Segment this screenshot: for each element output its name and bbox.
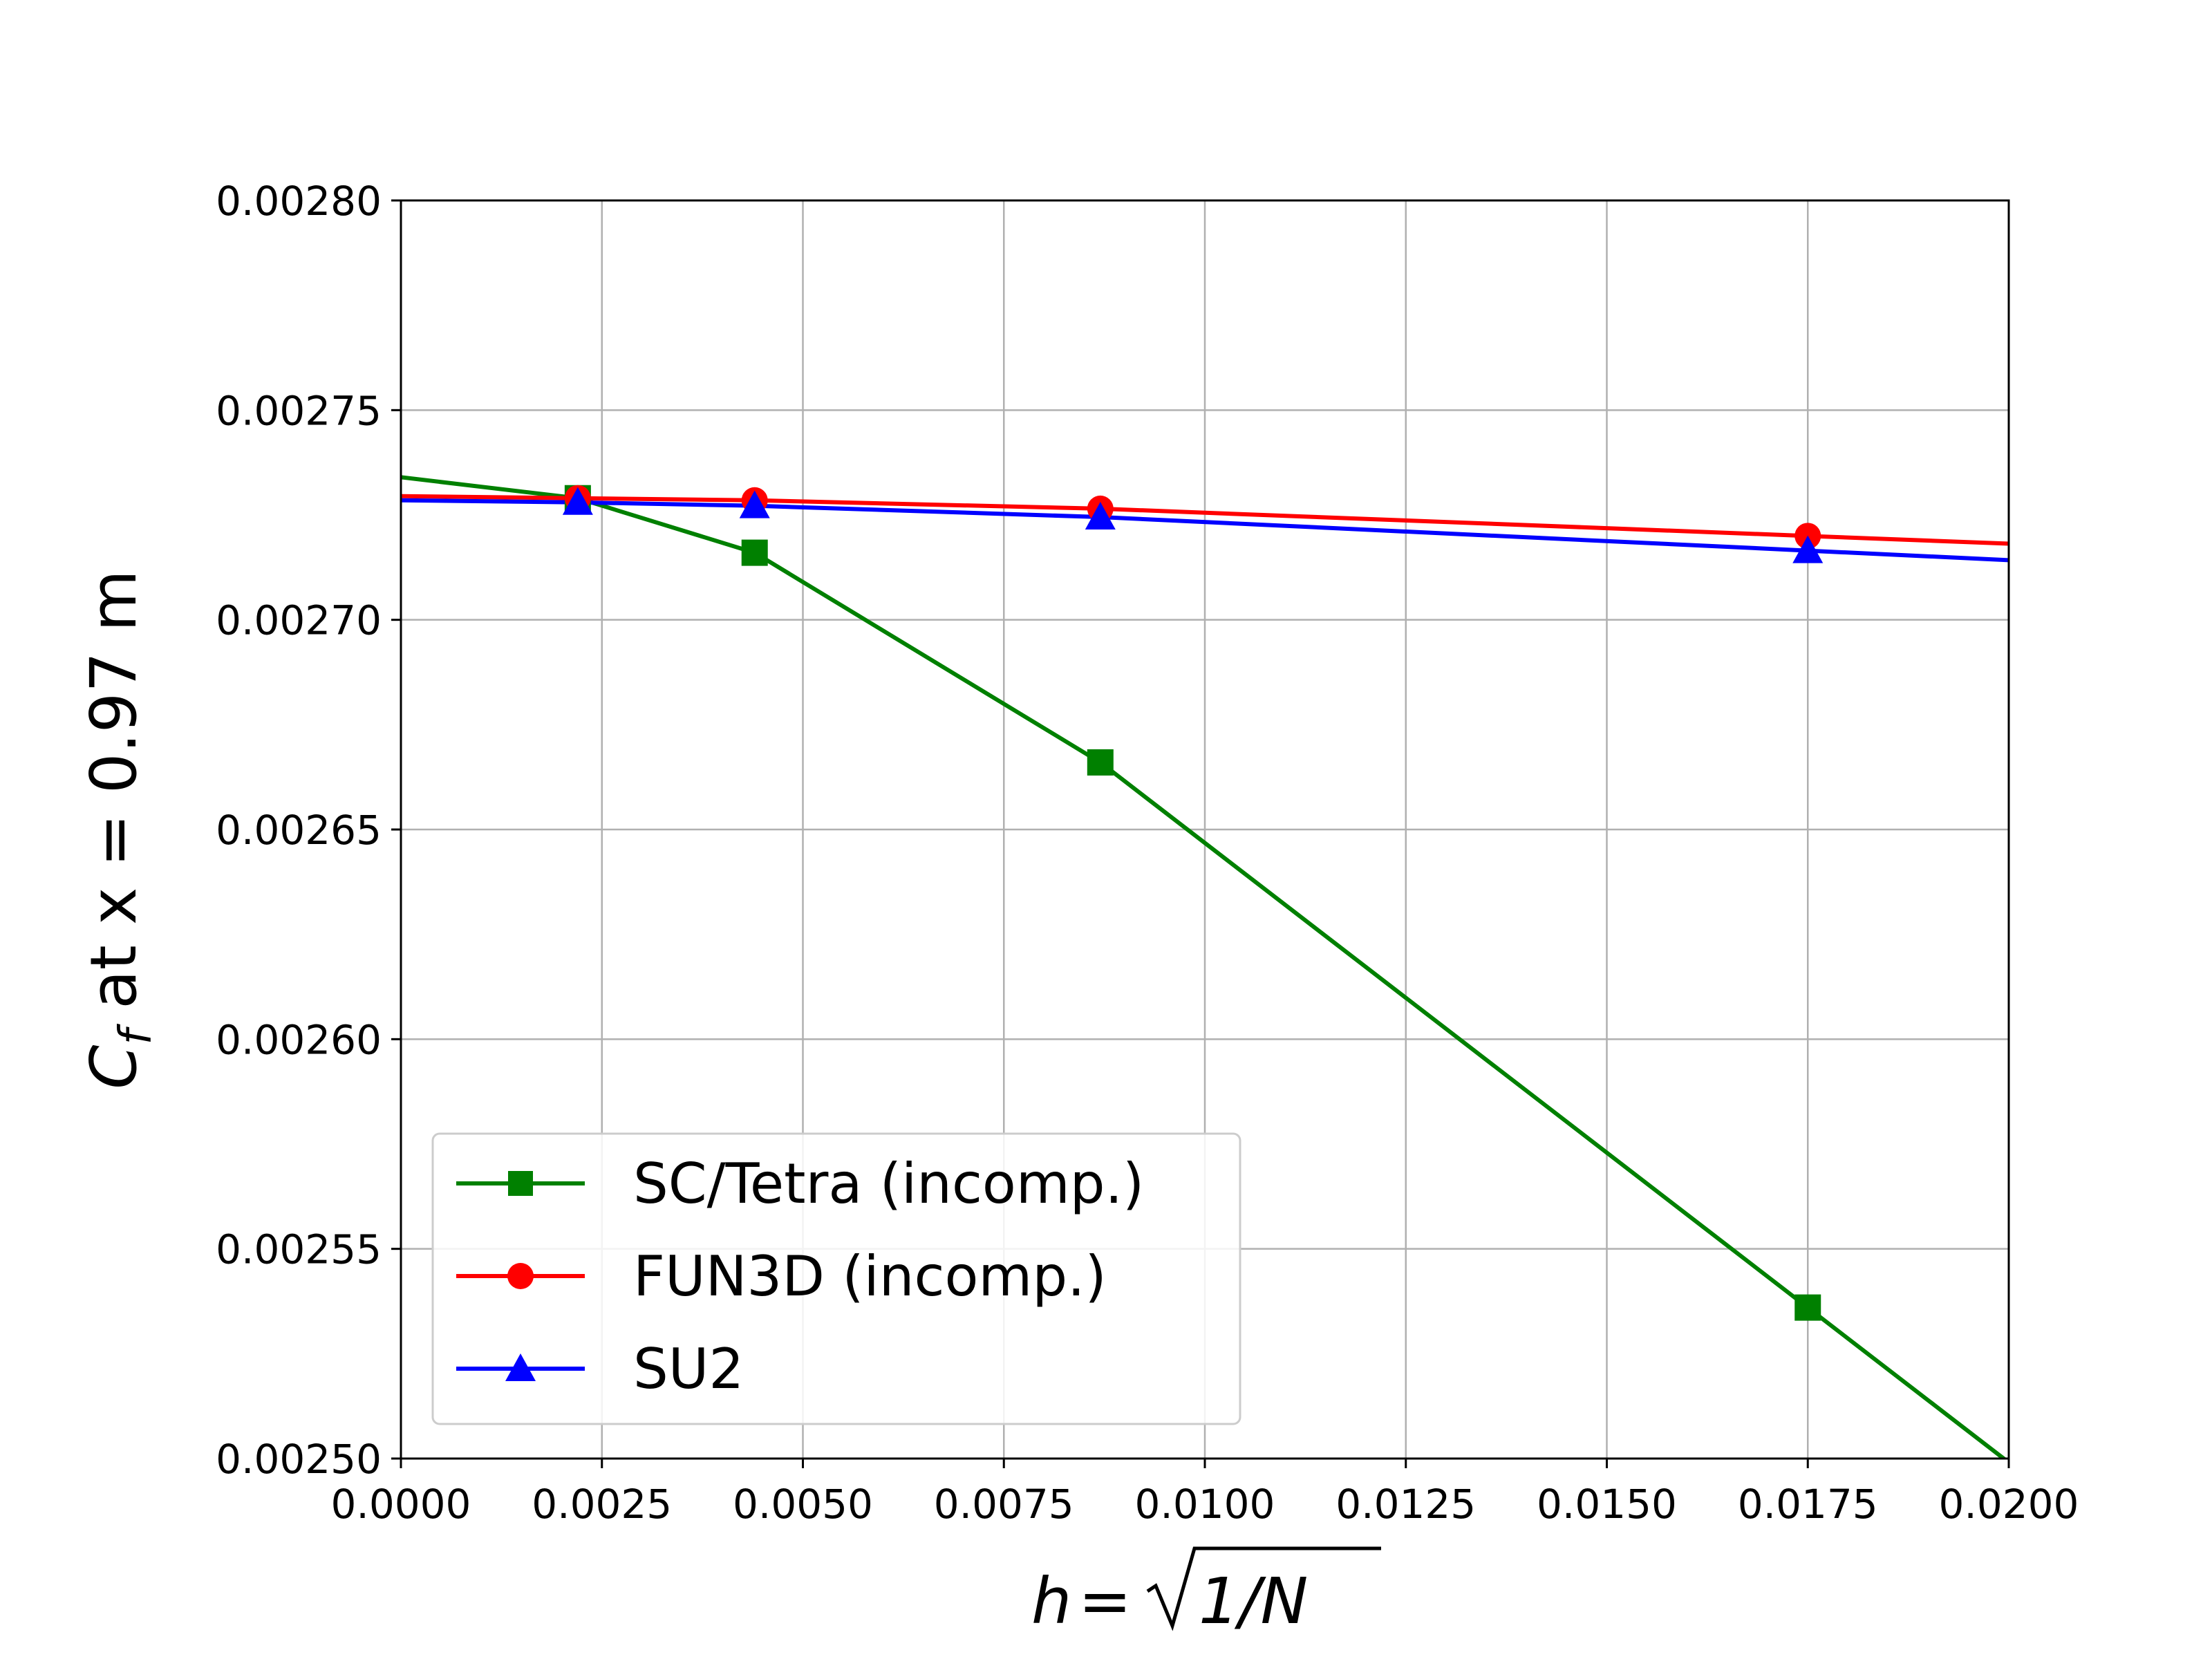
x-tick-label: 0.0150 — [1537, 1481, 1677, 1528]
y-tick-label: 0.00265 — [216, 807, 382, 854]
sqrt-sign — [1146, 1546, 1381, 1631]
x-tick-label: 0.0075 — [934, 1481, 1074, 1528]
series-line-sc-tetra-incomp — [401, 475, 2007, 1459]
legend-item-sctetra: SC/Tetra (incomp.) — [456, 1152, 1144, 1216]
y-axis-title-rest: at x = 0.97 m — [77, 570, 151, 1009]
legend-item-fun3d: FUN3D (incomp.) — [456, 1244, 1107, 1309]
series-layer — [401, 475, 2009, 1459]
series-line-fun3d-incomp — [401, 494, 2009, 546]
data-point-su2 — [1085, 502, 1116, 530]
x-tick-label: 0.0050 — [733, 1481, 873, 1528]
y-tick-label: 0.00280 — [216, 178, 382, 225]
svg-text:Cf at x = 0.97 m: Cf at x = 0.97 m — [77, 570, 162, 1089]
legend-item-su2: SU2 — [456, 1337, 744, 1401]
legend-label-sctetra: SC/Tetra (incomp.) — [633, 1152, 1144, 1216]
legend-marker-circle — [507, 1263, 534, 1289]
data-point-su2 — [739, 490, 770, 518]
legend-label-fun3d: FUN3D (incomp.) — [633, 1244, 1107, 1309]
x-axis-title-expr: 1/N — [1199, 1564, 1308, 1638]
y-tick-label: 0.00270 — [216, 597, 382, 644]
legend-label-su2: SU2 — [633, 1337, 744, 1401]
x-tick-label: 0.0025 — [532, 1481, 672, 1528]
legend-marker-square — [508, 1171, 533, 1196]
x-axis-title-equals: = — [1078, 1564, 1132, 1638]
y-tick-label: 0.00255 — [216, 1226, 382, 1273]
legend-box — [431, 1132, 1241, 1425]
x-tick-label: 0.0175 — [1738, 1481, 1878, 1528]
y-tick-label: 0.00250 — [216, 1436, 382, 1483]
data-point-sc-tetra-incomp — [741, 539, 768, 566]
x-tick-label: 0.0200 — [1939, 1481, 2079, 1528]
x-axis-title-h: h — [1031, 1564, 1071, 1638]
x-tick-label: 0.0125 — [1335, 1481, 1476, 1528]
x-axis-title: h = 1/N — [1031, 1546, 1381, 1638]
data-point-su2 — [562, 487, 593, 515]
y-axis-title-symbol: C — [77, 1044, 151, 1089]
x-tick-label: 0.0000 — [331, 1481, 471, 1528]
data-point-sc-tetra-incomp — [1794, 1294, 1821, 1321]
y-axis-title: Cf at x = 0.97 m — [77, 570, 162, 1089]
axis-ticks: 0.0000 0.0025 0.0050 0.0075 0.0100 0.0125 0.01… — [216, 178, 2079, 1528]
data-point-su2 — [1792, 535, 1824, 563]
x-tick-label: 0.0100 — [1135, 1481, 1275, 1528]
marker-layer — [562, 485, 1824, 1321]
y-tick-label: 0.00260 — [216, 1016, 382, 1063]
data-point-sc-tetra-incomp — [1087, 749, 1114, 776]
legend-marker-triangle — [505, 1353, 536, 1381]
legend: SC/Tetra (incomp.) FUN3D (incomp.) SU2 — [431, 1132, 1241, 1425]
series-line-su2 — [401, 498, 2009, 563]
y-tick-label: 0.00275 — [216, 387, 382, 434]
